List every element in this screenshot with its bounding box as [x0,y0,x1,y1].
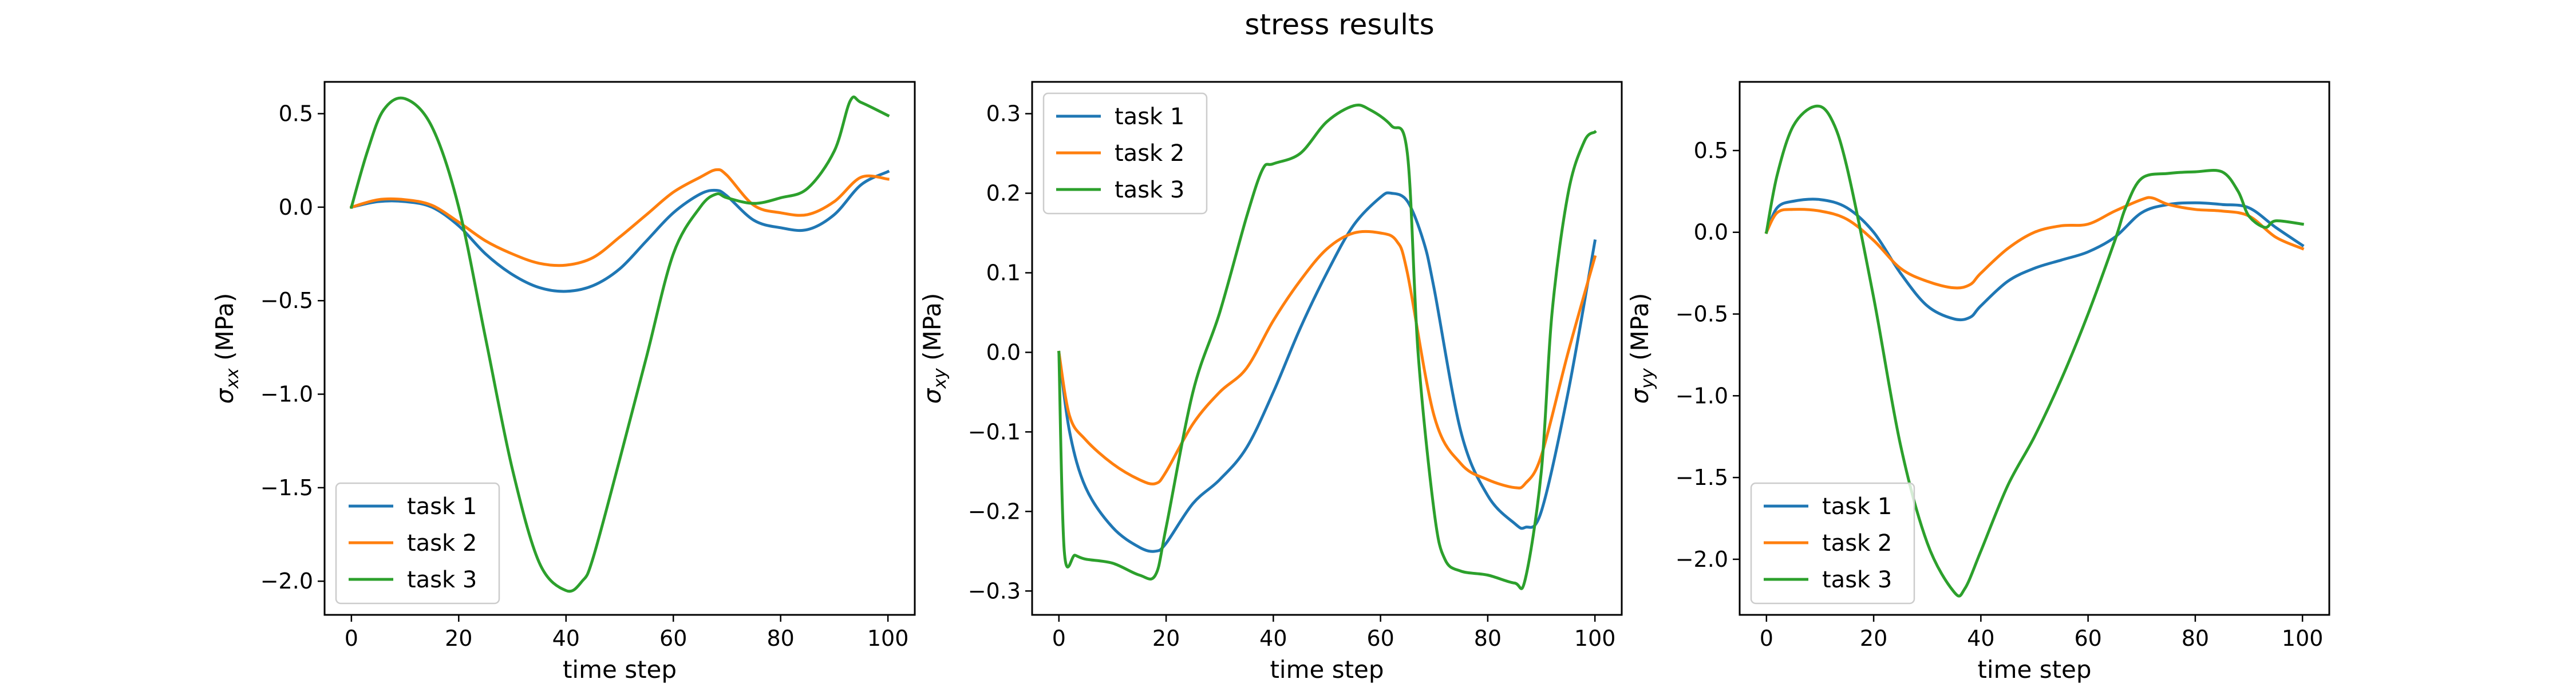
sigma-yy-ytick-label: −0.5 [1676,302,1728,327]
sigma-yy-legend-label-2: task 2 [1822,530,1892,556]
sigma-yy-xtick-label: 60 [2074,626,2101,651]
sigma-xx-xtick-label: 20 [445,626,472,651]
sigma-xx-ytick-label: −2.0 [260,568,313,594]
sigma-xy-ylabel: σxy (MPa) [918,293,950,404]
sigma-xy-ytick-label: 0.0 [986,339,1021,365]
sigma-xy-ytick-label: −0.1 [968,419,1021,444]
subplot-sigma-yy: 0 20 40 60 80 100 −2.0 −1.5 −1.0 −0.5 0.0 0.5 time s… [1626,81,2330,684]
sigma-xx-series-line-3 [349,95,890,593]
sigma-xx-legend-label-2: task 2 [407,530,477,556]
sigma-xx-legend-label-1: task 1 [407,493,477,520]
sigma-yy-xtick-label: 80 [2182,626,2209,651]
sigma-xy-xlabel: time step [1270,656,1384,684]
sigma-yy-legend-label-1: task 1 [1822,493,1892,520]
sigma-xx-ylabel: σxx (MPa) [211,293,243,404]
sigma-xy-xtick-label: 20 [1152,626,1180,651]
sigma-xx-series-line-2 [349,168,890,267]
sigma-xy-xtick-label: 80 [1474,626,1502,651]
sigma-yy-series-line-3 [1764,104,2304,598]
sigma-xy-series-line-2 [1057,230,1597,489]
sigma-xy-xtick-label: 60 [1366,626,1394,651]
sigma-xy-legend-label-1: task 1 [1115,104,1184,130]
sigma-xy-xtick-label: 0 [1052,626,1066,651]
sigma-yy-xtick-label: 40 [1967,626,1994,651]
sigma-xy-ytick-label: 0.2 [986,181,1021,206]
sigma-xy-ytick-label: −0.2 [968,499,1021,524]
sigma-yy-ytick-label: 0.0 [1694,220,1728,245]
sigma-yy-xtick-label: 20 [1860,626,1887,651]
sigma-xx-legend: task 1 task 2 task 3 [335,482,500,605]
sigma-xx-ytick-label: −1.0 [260,382,313,407]
sigma-xy-series-line-1 [1057,191,1597,553]
sigma-yy-axes-frame [1739,81,2330,616]
sigma-xx-ytick-label: 0.0 [279,195,313,220]
sigma-yy-xtick-label: 0 [1760,626,1773,651]
sigma-xy-xtick-label: 100 [1574,626,1616,651]
sigma-xy-ytick-label: 0.1 [986,260,1021,285]
sigma-yy-ytick-label: −2.0 [1676,547,1728,572]
sigma-yy-ylabel: σyy (MPa) [1626,293,1658,404]
sigma-yy-xtick-label: 100 [2282,626,2324,651]
sigma-xy-legend-box [1042,92,1208,215]
sigma-xx-xlabel: time step [563,656,677,684]
sigma-yy-ytick-label: −1.5 [1676,465,1728,490]
sigma-xx-legend-label-3: task 3 [407,567,477,593]
sigma-yy-xlabel: time step [1977,656,2091,684]
sigma-yy-ytick-label: −1.0 [1676,383,1728,408]
sigma-xx-xtick-label: 100 [867,626,909,651]
sigma-xx-legend-box [335,482,500,605]
sigma-yy-legend-box [1750,482,1915,605]
sigma-yy-series-line-2 [1764,196,2305,290]
subplot-sigma-xx: 0 20 40 60 80 100 −2.0 −1.5 −1.0 −0.5 0.0 0.5 time s… [211,81,916,684]
sigma-xy-xtick-label: 40 [1259,626,1287,651]
sigma-xx-ytick-label: −0.5 [260,288,313,313]
sigma-yy-legend: task 1 task 2 task 3 [1750,482,1915,605]
sigma-xx-xtick-label: 80 [767,626,795,651]
sigma-xy-legend-label-2: task 2 [1115,140,1184,167]
sigma-xx-ytick-label: −1.5 [260,475,313,500]
sigma-xx-axes-frame [323,81,916,616]
sigma-xx-xtick-label: 60 [659,626,687,651]
sigma-yy-series-line-1 [1764,198,2305,322]
sigma-xx-series-line-1 [349,169,890,293]
sigma-xy-axes-frame [1031,81,1623,616]
sigma-xx-xtick-label: 40 [552,626,580,651]
sigma-xx-xtick-label: 0 [345,626,358,651]
sigma-yy-ytick-label: 0.5 [1694,138,1728,163]
subplot-sigma-xy: 0 20 40 60 80 100 −0.3 −0.2 −0.1 0.0 0.1 0.2 0.3 time… [918,81,1623,684]
sigma-xy-ytick-label: 0.3 [986,101,1021,127]
sigma-xx-ytick-label: 0.5 [279,101,313,127]
chart-suptitle: stress results [1244,8,1434,41]
sigma-yy-legend-label-3: task 3 [1822,567,1892,593]
sigma-xy-series-line-3 [1057,103,1597,590]
sigma-xy-legend-label-3: task 3 [1115,177,1184,203]
sigma-xy-ytick-label: −0.3 [968,578,1021,603]
sigma-xy-legend: task 1 task 2 task 3 [1042,92,1208,215]
